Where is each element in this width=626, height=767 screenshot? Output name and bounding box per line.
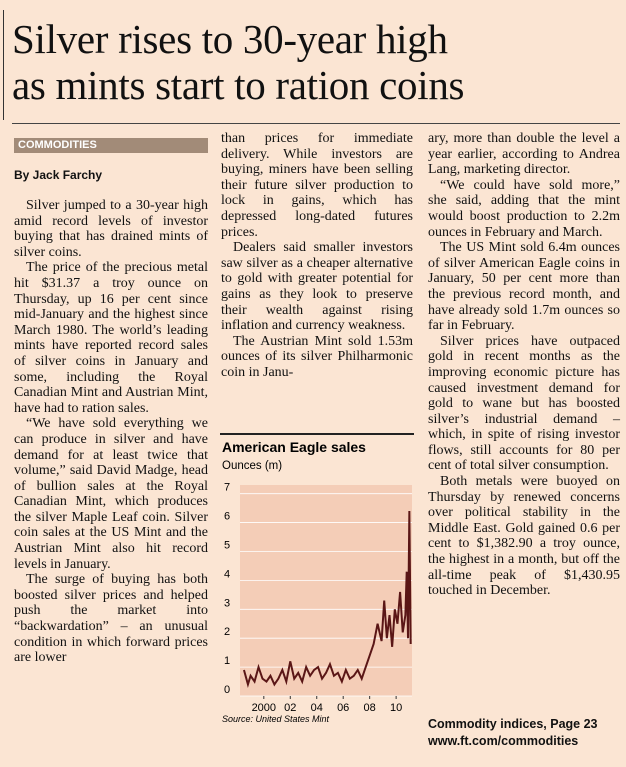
paragraph: Both metals were buoyed on Thursday by r…	[428, 474, 620, 599]
y-tick-label: 2	[224, 626, 230, 638]
source: Source: United States Mint	[222, 714, 330, 724]
y-tick-label: 5	[224, 539, 230, 551]
footer-line: www.ft.com/commodities	[428, 734, 579, 748]
section-label: COMMODITIES	[14, 138, 208, 153]
paragraph: “We have sold everything we can produce …	[14, 416, 208, 572]
paragraph: “We could have sold more,” she said, add…	[428, 177, 620, 240]
y-tick-label: 1	[224, 655, 230, 667]
x-tick-label: 08	[364, 702, 376, 714]
byline: By Jack Farchy	[14, 168, 103, 182]
rule	[12, 123, 620, 124]
y-tick-label: 6	[224, 511, 230, 523]
plot-area	[240, 485, 412, 696]
x-tick-label: 2000	[252, 702, 276, 714]
paragraph: than prices for immediate delivery. Whil…	[221, 131, 413, 240]
y-tick-label: 0	[224, 684, 230, 696]
paragraph: The Austrian Mint sold 1.53m ounces of i…	[221, 333, 413, 380]
column: Silver jumped to a 30-year high amid rec…	[14, 198, 208, 666]
chart-title: American Eagle sales	[222, 439, 366, 455]
x-tick-label: 06	[337, 702, 349, 714]
paragraph: Silver prices have outpaced gold in rece…	[428, 333, 620, 474]
x-tick-label: 02	[284, 702, 296, 714]
x-tick-label: 04	[311, 702, 323, 714]
paragraph: The surge of buying has both boosted sil…	[14, 572, 208, 666]
headline-line: Silver rises to 30-year high	[12, 16, 448, 62]
paragraph: Dealers said smaller investors saw silve…	[221, 240, 413, 334]
y-tick-label: 7	[224, 482, 230, 494]
headline: Silver rises to 30-year high as mints st…	[12, 16, 465, 108]
chart: American Eagle sales Ounces (m) Source: …	[220, 433, 414, 724]
edge-rule	[3, 10, 4, 120]
column: than prices for immediate delivery. Whil…	[221, 131, 413, 381]
headline-line: as mints start to ration coins	[12, 62, 465, 108]
footer-line: Commodity indices, Page 23	[428, 717, 598, 731]
paragraph: The price of the precious metal hit $31.…	[14, 260, 208, 416]
y-tick-label: 4	[224, 568, 230, 580]
paragraph: The US Mint sold 6.4m ounces of silver A…	[428, 240, 620, 334]
y-tick-label: 3	[224, 597, 230, 609]
x-tick-label: 10	[390, 702, 402, 714]
footer: Commodity indices, Page 23 www.ft.com/co…	[428, 716, 598, 750]
column: ary, more than double the level a year e…	[428, 131, 620, 599]
line-series	[243, 511, 412, 689]
chart-rule	[220, 433, 414, 435]
paragraph: Silver jumped to a 30-year high amid rec…	[14, 198, 208, 260]
y-axis-label: Ounces (m)	[222, 460, 282, 472]
paragraph: ary, more than double the level a year e…	[428, 131, 620, 178]
